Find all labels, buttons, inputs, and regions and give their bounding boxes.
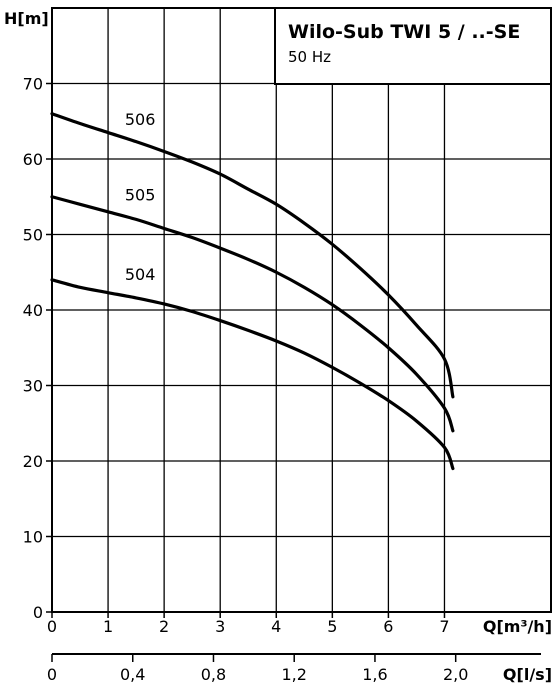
x2-tick-label: 0,4	[120, 665, 145, 684]
x-tick-label: 6	[383, 617, 393, 636]
x-tick-label: 2	[159, 617, 169, 636]
y-tick-label: 40	[23, 301, 43, 320]
x2-tick-label: 2,0	[443, 665, 468, 684]
x-tick-label: 5	[327, 617, 337, 636]
y-tick-label: 10	[23, 528, 43, 547]
x2-tick-label: 1,2	[281, 665, 306, 684]
title-box: Wilo-Sub TWI 5 / ..-SE 50 Hz	[274, 7, 552, 85]
grid	[46, 8, 551, 618]
y-axis-label: H[m]	[4, 9, 49, 28]
title-box-frame	[274, 7, 552, 85]
x-tick-label: 3	[215, 617, 225, 636]
secondary-x-axis-ticks: 0 0,4 0,8 1,2 1,6 2,0	[47, 654, 468, 684]
x2-tick-label: 0	[47, 665, 57, 684]
curve-505	[50, 195, 455, 433]
curve-label-506: 506	[125, 110, 156, 129]
y-tick-label: 30	[23, 377, 43, 396]
x-tick-label: 4	[271, 617, 281, 636]
pump-curves	[50, 112, 455, 471]
curve-label-504: 504	[125, 265, 156, 284]
x2-tick-label: 0,8	[201, 665, 226, 684]
curve-504	[50, 278, 455, 471]
secondary-x-axis-label: Q[l/s]	[503, 665, 552, 684]
x-tick-label: 1	[103, 617, 113, 636]
y-tick-label: 60	[23, 150, 43, 169]
y-tick-label: 50	[23, 226, 43, 245]
x-axis-label: Q[m³/h]	[483, 617, 552, 636]
curve-label-505: 505	[125, 186, 156, 205]
curve-506	[50, 112, 455, 399]
x2-tick-label: 1,6	[362, 665, 387, 684]
x-tick-label: 7	[439, 617, 449, 636]
y-tick-label: 70	[23, 75, 43, 94]
x-tick-label: 0	[47, 617, 57, 636]
y-tick-label: 0	[33, 603, 43, 622]
chart-subtitle: 50 Hz	[288, 48, 331, 66]
y-tick-label: 20	[23, 452, 43, 471]
curve-labels: 506 505 504	[125, 110, 156, 284]
chart-title: Wilo-Sub TWI 5 / ..-SE	[288, 21, 520, 43]
